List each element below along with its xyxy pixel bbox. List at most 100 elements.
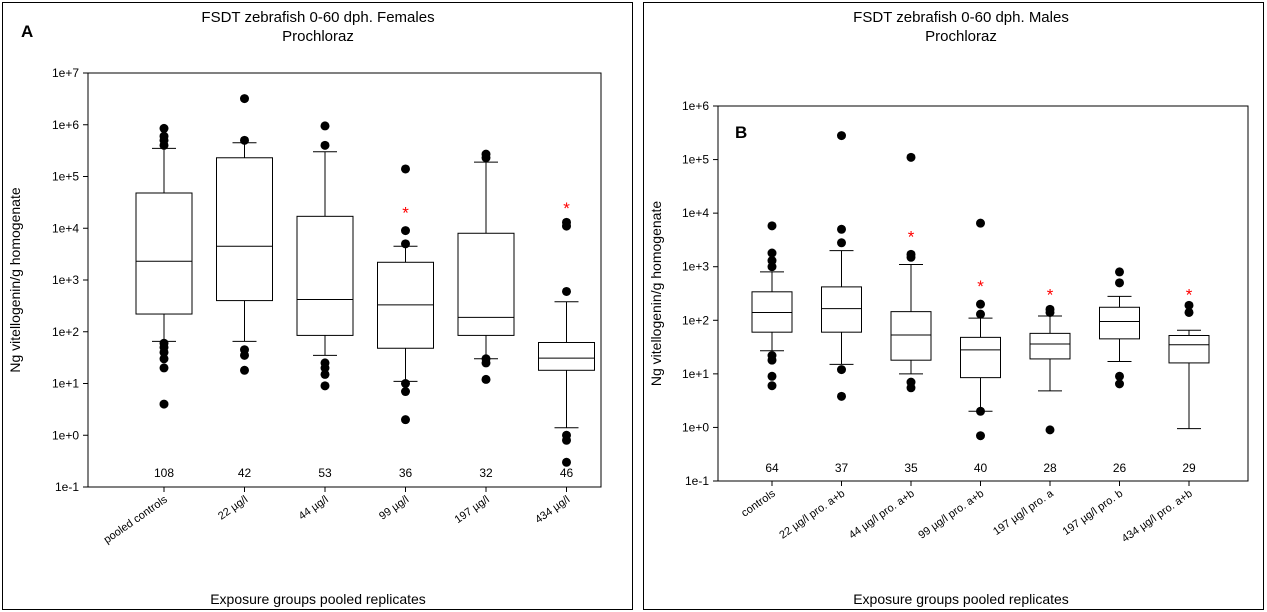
y-tick-label: 1e+5 [52,170,79,184]
significance-star: * [908,227,915,246]
outlier-point [401,226,410,236]
x-tick-label: 99 µg/l pro. a+b [916,488,986,542]
box-iqr [1099,306,1140,340]
x-tick-label: 197 µg/l pro. b [1061,488,1126,538]
outlier-point [562,430,571,440]
outlier-point [767,381,777,391]
x-tick-label: 99 µg/l [377,494,411,523]
n-label: 26 [1113,461,1127,475]
outlier-point [1045,304,1055,314]
outlier-point [767,351,777,361]
outlier-point [481,354,491,364]
outlier-point [976,406,985,416]
outlier-point [481,374,491,384]
y-tick-label: 1e+0 [52,428,79,442]
outlier-point [837,365,846,375]
chart-title: FSDT zebrafish 0-60 dph. Females [201,9,434,26]
outlier-point [320,358,330,368]
x-tick-label: 22 µg/l pro. a+b [777,488,847,542]
outlier-point [320,369,330,379]
x-tick-label: 434 µg/l pro. a+b [1120,488,1195,545]
chart-b-svg: B FSDT zebrafish 0-60 dph. Males Prochlora… [648,9,1249,607]
n-label: 28 [1043,461,1057,475]
box-iqr [1029,332,1071,360]
chart-a-svg: A FSDT zebrafish 0-60 dph. Females Prochlo… [7,9,602,607]
box-iqr [135,192,193,315]
y-tick-label: 1e+7 [52,66,79,80]
box-iqr [457,232,515,336]
outlier-point [240,94,249,104]
y-axis-title: Ng vitellogenin/g homogenate [7,187,23,372]
n-label: 64 [765,461,779,475]
n-label: 40 [974,461,988,475]
outlier-point [976,431,985,441]
chart-title: FSDT zebrafish 0-60 dph. Males [853,9,1069,26]
outlier-point [1115,379,1124,389]
n-label: 32 [479,466,493,480]
n-label: 37 [835,461,849,475]
y-tick-label: 1e+1 [52,377,79,391]
x-tick-label: 197 µg/l [453,494,492,526]
outlier-point [401,387,410,397]
n-label: 35 [904,461,918,475]
x-tick-label: 434 µg/l [533,494,572,526]
outlier-point [906,152,916,162]
outlier-point [401,379,410,388]
n-label: 42 [238,466,252,480]
x-tick-label: 197 µg/l pro. a [991,487,1056,538]
x-axis-title: Exposure groups pooled replicates [210,591,426,607]
outlier-point [767,248,777,258]
outlier-point [906,377,916,387]
outlier-point [240,345,249,355]
x-tick-label: controls [739,487,778,519]
y-tick-label: 1e+2 [52,325,79,339]
box-iqr [960,336,1001,379]
outlier-point [159,338,169,348]
outlier-point [562,217,571,227]
y-tick-label: 1e+6 [52,118,79,132]
y-tick-label: 1e+4 [52,221,79,235]
outlier-point [159,399,169,409]
outlier-point [837,391,846,401]
outlier-point [837,131,846,141]
outlier-point [320,381,330,391]
outlier-point [159,131,169,141]
x-tick-label: 44 µg/l [297,494,331,523]
outlier-point [1184,307,1194,317]
outlier-point [562,286,571,296]
box-iqr [890,311,932,361]
y-tick-label: 1e+2 [682,313,709,327]
box-iqr [821,286,862,333]
outlier-point [1115,267,1124,277]
box-iqr [296,215,354,336]
chart-subtitle: Prochloraz [925,28,997,45]
outlier-point [976,299,985,309]
x-axis-title: Exposure groups pooled replicates [853,591,1069,607]
outlier-point [1115,371,1124,381]
y-tick-label: 1e+3 [682,260,709,274]
outlier-point [976,309,985,319]
outlier-point [240,135,249,145]
significance-star: * [1047,285,1054,304]
outlier-point [767,256,777,266]
outlier-point [1184,300,1194,310]
outlier-point [401,164,410,174]
outlier-point [240,365,249,375]
outlier-point [767,221,777,231]
chart-subtitle: Prochloraz [282,28,354,45]
y-tick-label: 1e+4 [682,206,709,220]
box-iqr [1168,334,1210,364]
panel-label: A [21,22,33,41]
outlier-point [1045,425,1055,435]
outlier-point [320,121,330,131]
outlier-point [1115,278,1124,288]
significance-star: * [402,204,409,223]
significance-star: * [977,277,984,296]
outlier-point [159,123,169,133]
chart-panel-a: A FSDT zebrafish 0-60 dph. Females Prochlo… [2,2,633,610]
chart-panel-b: B FSDT zebrafish 0-60 dph. Males Prochlora… [643,2,1264,610]
box-iqr [538,341,595,371]
plot-frame [717,105,1249,482]
outlier-point [562,457,571,467]
y-tick-label: 1e-1 [55,480,79,494]
